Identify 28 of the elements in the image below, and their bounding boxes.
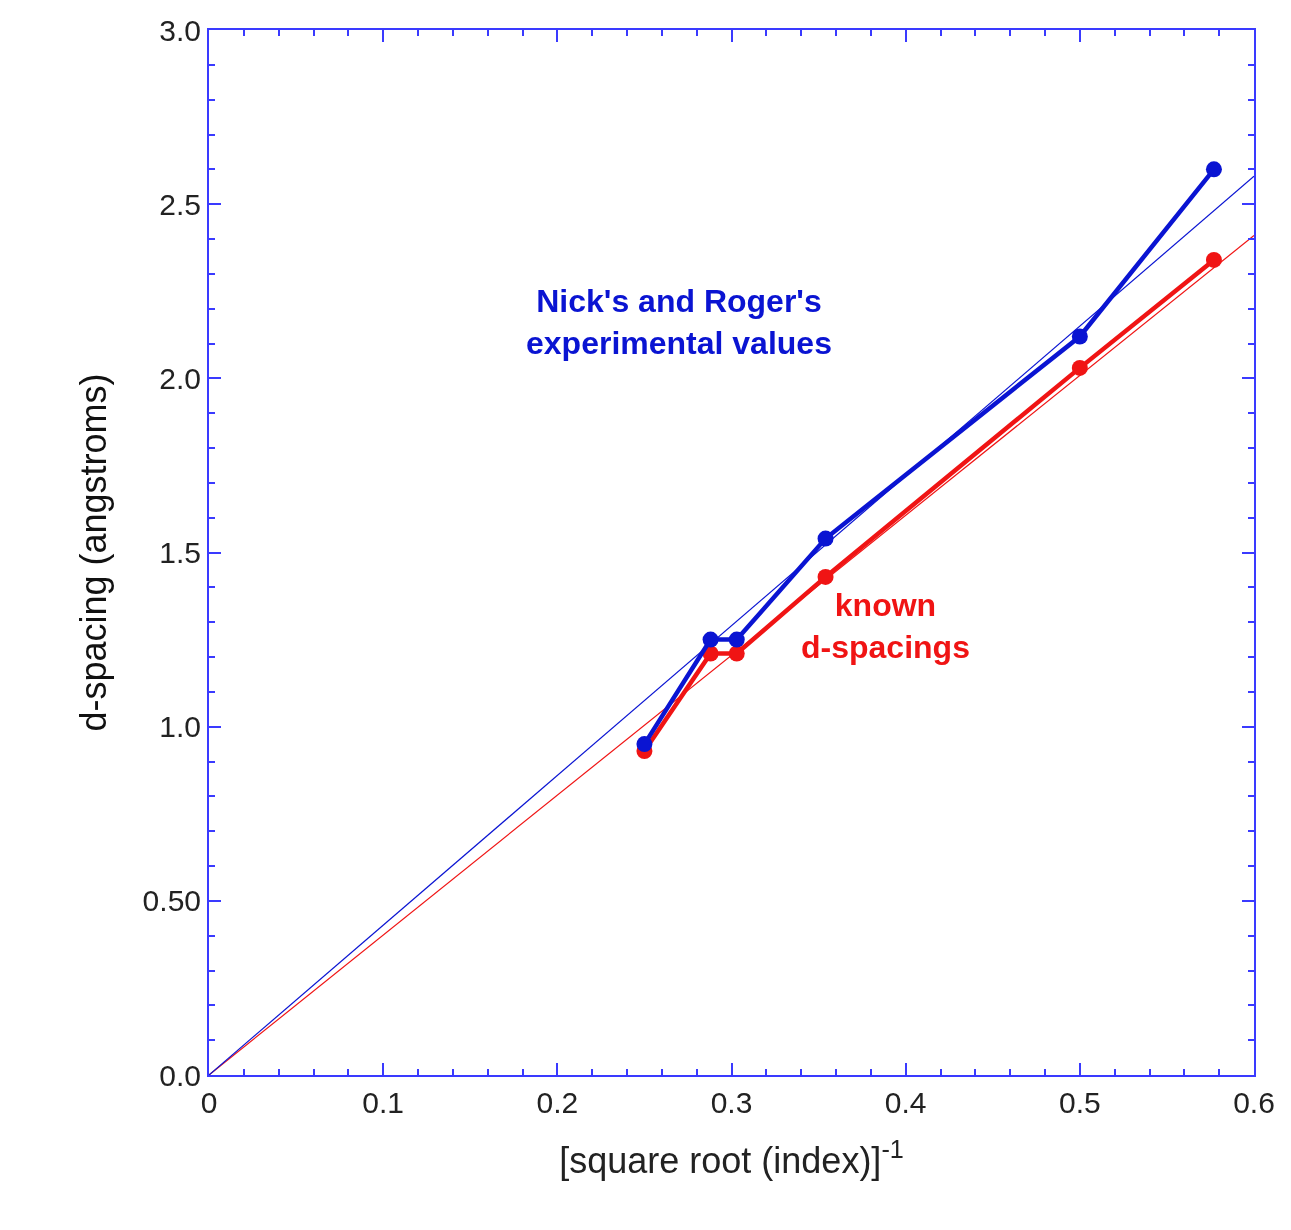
point bbox=[1205, 251, 1222, 268]
x-tick-label: 0.1 bbox=[362, 1086, 405, 1119]
y-tick-label: 3.0 bbox=[159, 13, 201, 47]
y-tick-label: 2.0 bbox=[159, 361, 201, 395]
y-tick-label: 1.5 bbox=[159, 536, 201, 569]
point bbox=[702, 631, 719, 648]
x-tick-label: 0.2 bbox=[536, 1086, 579, 1119]
x-tick-label: 0.5 bbox=[1058, 1086, 1101, 1119]
y-tick-label: 1.0 bbox=[159, 710, 201, 744]
point bbox=[817, 530, 834, 547]
y-axis-title: d-spacing (angstroms) bbox=[73, 373, 115, 732]
point bbox=[728, 645, 745, 662]
point bbox=[728, 631, 745, 648]
x-tick-label: 0.6 bbox=[1233, 1086, 1275, 1119]
point bbox=[1205, 161, 1222, 178]
point bbox=[1071, 359, 1088, 376]
y-tick-label: 2.5 bbox=[159, 187, 201, 221]
annotation: Nick's and Roger's experimental values bbox=[526, 283, 832, 361]
x-tick-label: 0.3 bbox=[710, 1086, 753, 1119]
point bbox=[817, 568, 834, 585]
y-tick-label: 0.0 bbox=[159, 1058, 201, 1092]
point bbox=[1071, 328, 1088, 345]
annotation: known d-spacings bbox=[801, 587, 970, 665]
y-tick-label: 0.50 bbox=[142, 884, 201, 918]
x-axis-title: [square root (index)]$^{-1}$ bbox=[559, 1135, 904, 1182]
point bbox=[636, 736, 653, 753]
x-tick-label: 0.4 bbox=[884, 1086, 927, 1119]
x-tick-label: 0 bbox=[200, 1086, 218, 1119]
